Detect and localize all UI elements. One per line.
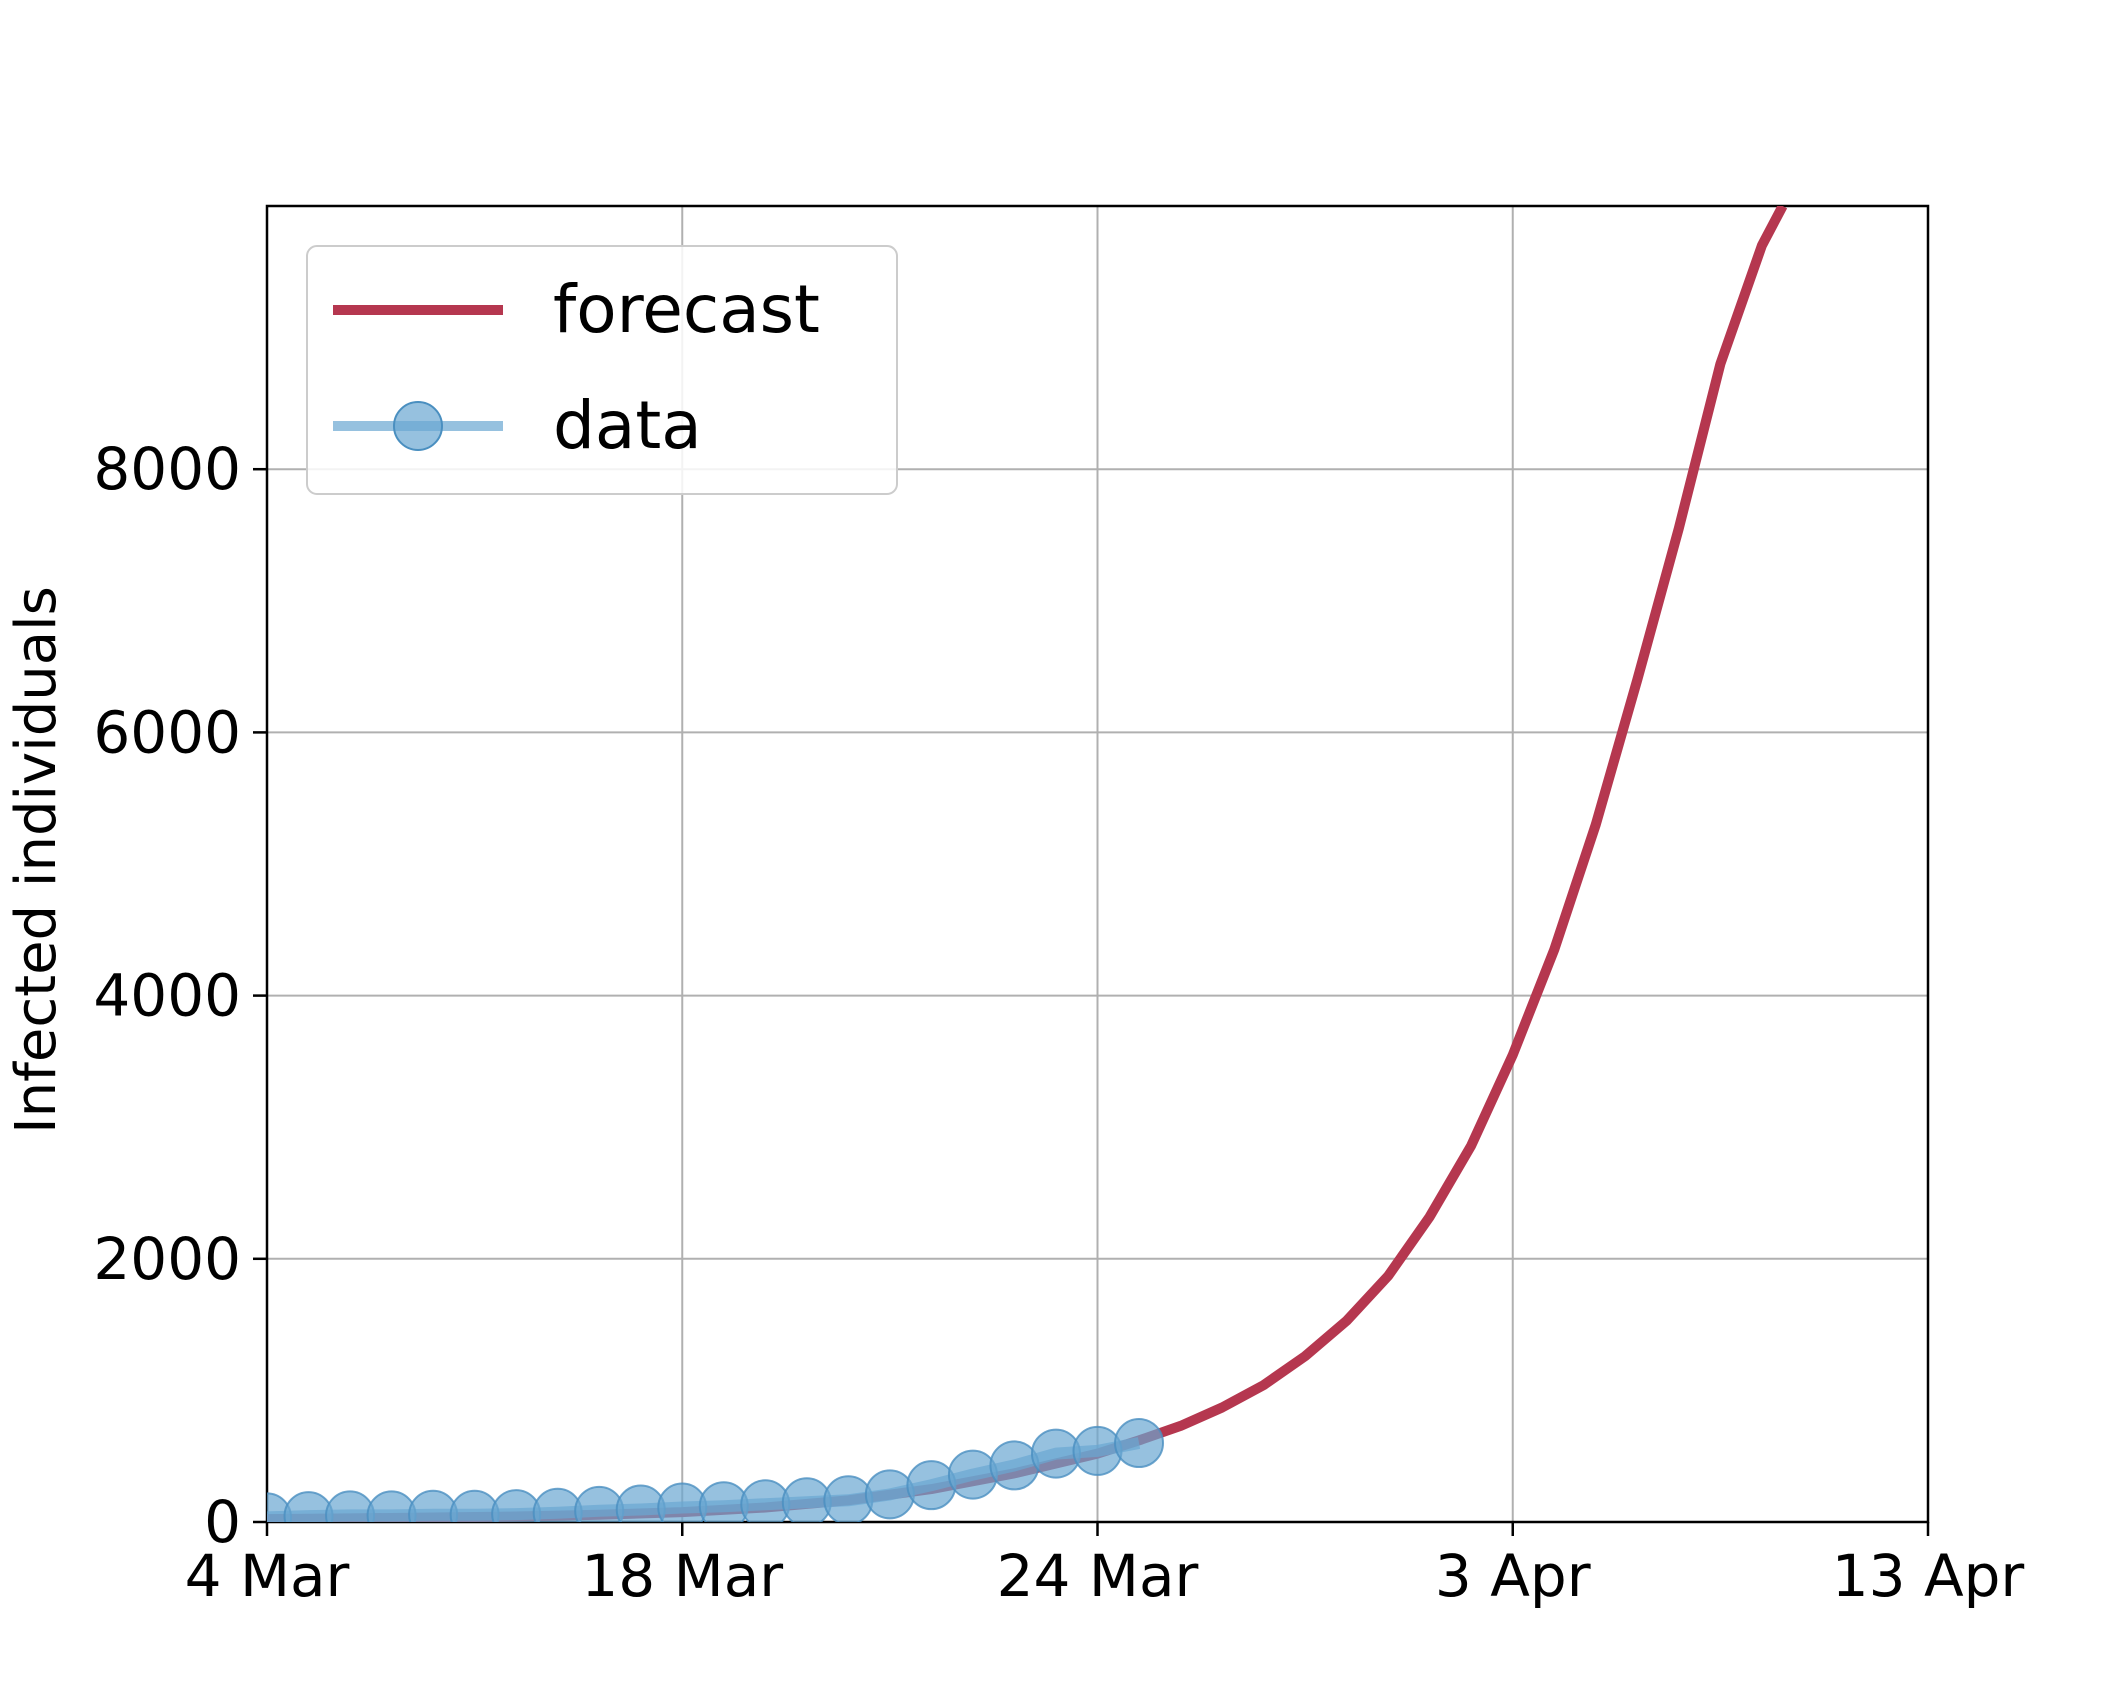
legend-entry-data: data bbox=[333, 387, 702, 464]
legend-swatch-marker bbox=[393, 401, 443, 451]
y-tick-label-3: 6000 bbox=[93, 698, 241, 766]
data-point-21 bbox=[1114, 1418, 1165, 1469]
x-tick-label-0: 4 Mar bbox=[185, 1542, 350, 1610]
y-axis-label: Infected individuals bbox=[4, 586, 69, 1134]
series-layer bbox=[267, 206, 1788, 1522]
data-point-15 bbox=[864, 1469, 915, 1520]
legend-label-data: data bbox=[553, 387, 702, 464]
x-tick-label-1: 18 Mar bbox=[581, 1542, 783, 1610]
axes: 4 Mar 18 Mar 24 Mar 3 Apr 13 Apr 0 2000 4000 600… bbox=[93, 204, 2025, 1610]
x-tick-label-3: 3 Apr bbox=[1435, 1542, 1591, 1610]
legend-entry-forecast: forecast bbox=[333, 271, 820, 348]
x-tick-label-4: 13 Apr bbox=[1832, 1542, 2025, 1610]
y-tick-label-4: 8000 bbox=[93, 435, 241, 503]
legend: forecast data bbox=[306, 245, 898, 495]
data-point-14 bbox=[823, 1475, 874, 1522]
data-point-16 bbox=[906, 1460, 957, 1511]
data-point-18 bbox=[989, 1440, 1040, 1491]
y-tick-label-0: 0 bbox=[204, 1488, 241, 1556]
y-tick-label-1: 2000 bbox=[93, 1225, 241, 1293]
data-point-17 bbox=[947, 1449, 998, 1500]
legend-label-forecast: forecast bbox=[553, 271, 820, 348]
x-tick-label-2: 24 Mar bbox=[997, 1542, 1199, 1610]
series-data bbox=[267, 1418, 1165, 1522]
y-tick-label-2: 4000 bbox=[93, 962, 241, 1030]
data-point-20 bbox=[1072, 1425, 1123, 1476]
